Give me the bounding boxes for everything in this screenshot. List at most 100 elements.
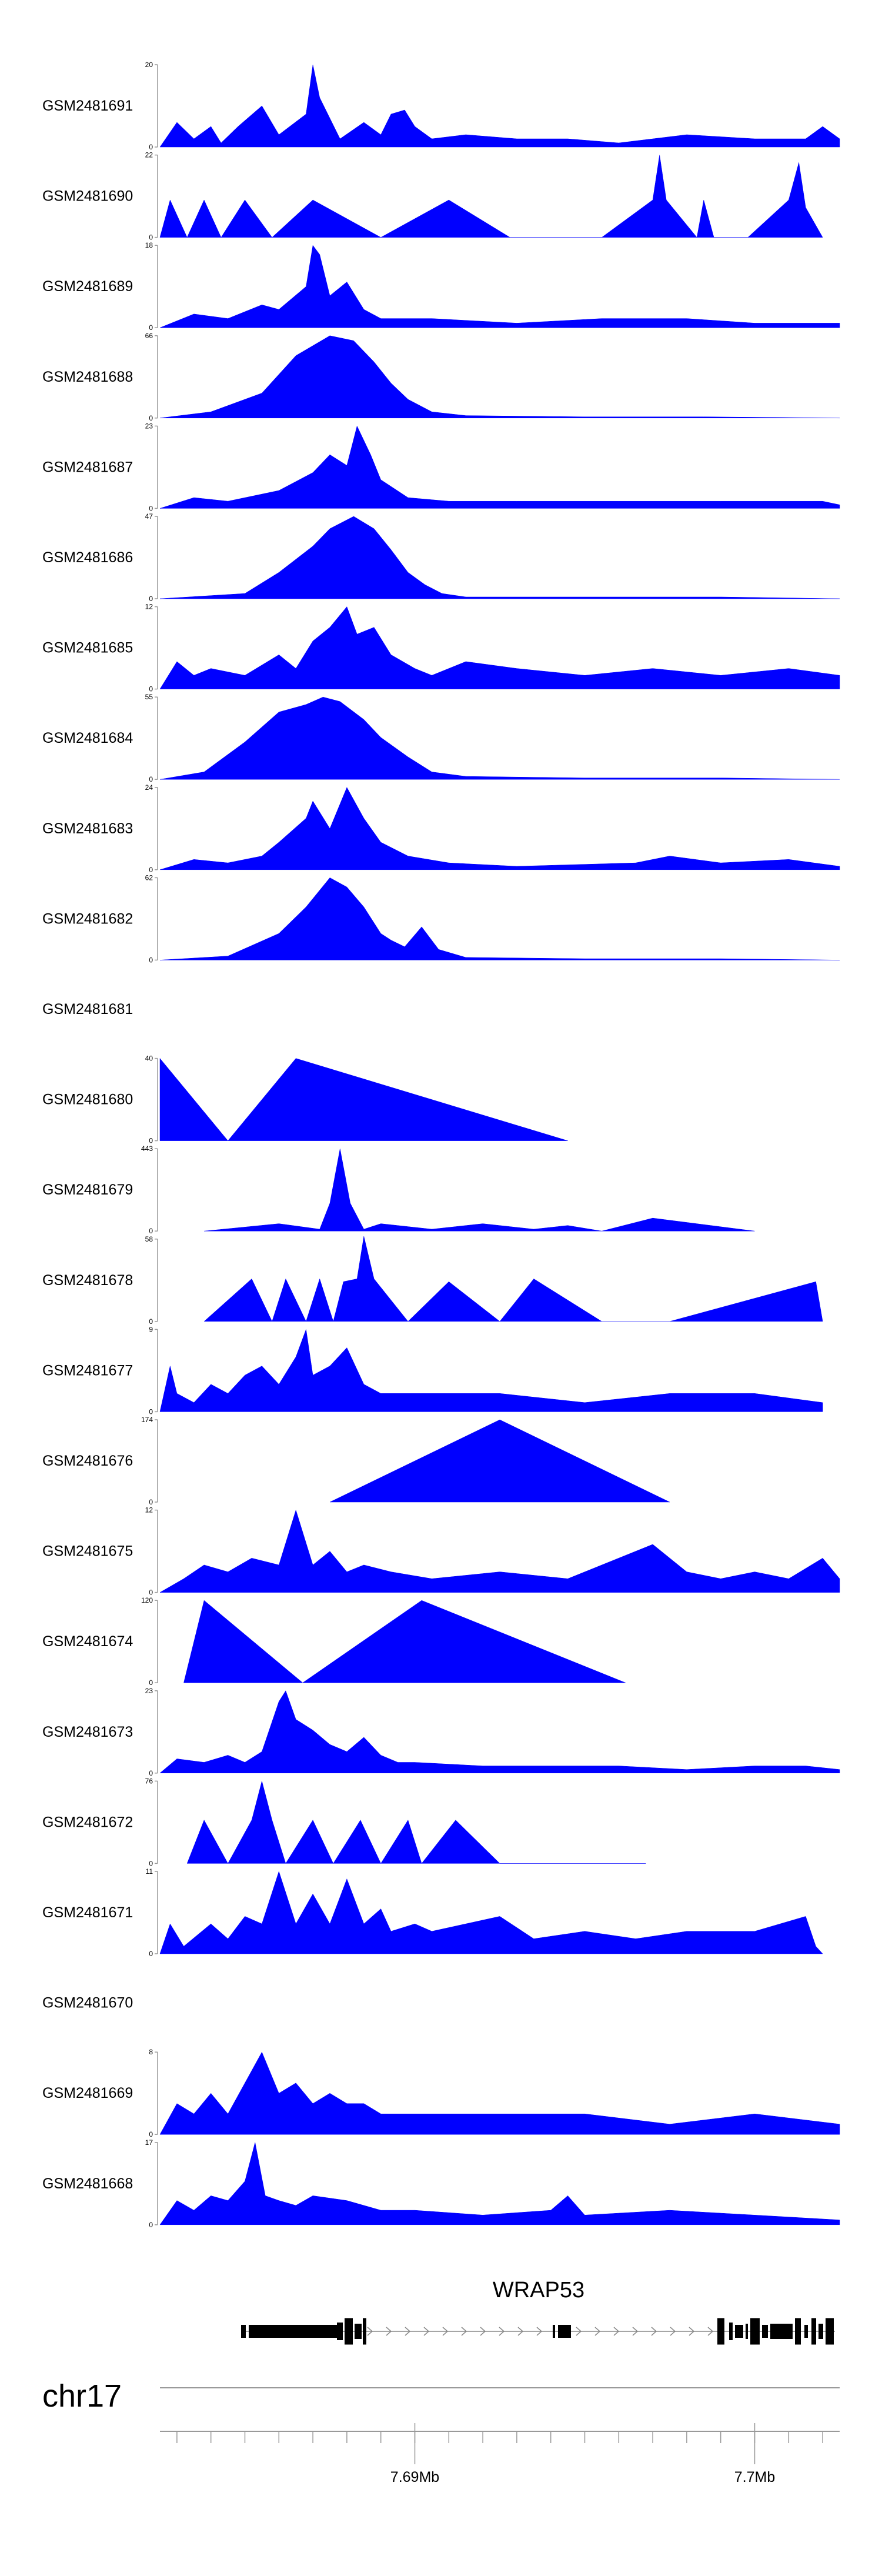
exon xyxy=(811,2318,816,2345)
coverage-area xyxy=(159,64,840,148)
y-zero-label: 0 xyxy=(149,1679,153,1687)
strand-arrow xyxy=(594,2327,601,2336)
track-label: GSM2481680 xyxy=(42,1092,133,1108)
strand-arrow xyxy=(576,2327,582,2336)
y-zero-label: 0 xyxy=(149,143,153,151)
track-label: GSM2481689 xyxy=(42,278,133,295)
exon xyxy=(345,2318,353,2345)
exon xyxy=(355,2324,362,2339)
strand-arrow xyxy=(480,2327,486,2336)
exon xyxy=(804,2325,808,2338)
intron-arrows xyxy=(367,2327,714,2336)
strand-arrow xyxy=(461,2327,467,2336)
track-GSM2481676: GSM2481676 174 0 xyxy=(42,1416,670,1506)
exon xyxy=(558,2325,571,2338)
track-GSM2481685: GSM2481685 12 0 xyxy=(42,603,840,693)
coverage-area xyxy=(159,155,823,238)
y-max-label: 11 xyxy=(146,1867,153,1876)
axis-tick-label: 7.69Mb xyxy=(390,2469,439,2485)
coverage-area xyxy=(159,516,840,599)
y-max-label: 22 xyxy=(145,151,153,159)
y-max-label: 55 xyxy=(145,693,153,701)
track-GSM2481687: GSM2481687 23 0 xyxy=(42,422,840,512)
strand-arrow xyxy=(536,2327,543,2336)
exon xyxy=(363,2318,366,2345)
strand-arrow xyxy=(517,2327,524,2336)
exon xyxy=(750,2318,760,2345)
strand-arrow xyxy=(386,2327,392,2336)
exon xyxy=(818,2324,823,2339)
coverage-area xyxy=(159,425,840,509)
y-max-label: 47 xyxy=(145,512,153,520)
chromosome-label: chr17 xyxy=(42,2378,122,2414)
track-GSM2481675: GSM2481675 12 0 xyxy=(42,1506,840,1597)
exon xyxy=(770,2324,793,2339)
coverage-area xyxy=(159,696,840,780)
y-zero-label: 0 xyxy=(149,1227,153,1235)
coverage-area xyxy=(183,1600,626,1683)
track-label: GSM2481674 xyxy=(42,1633,133,1650)
coverage-area xyxy=(204,1149,755,1232)
coverage-area xyxy=(159,2051,840,2135)
axis-tick-label: 7.7Mb xyxy=(734,2469,775,2485)
track-GSM2481684: GSM2481684 55 0 xyxy=(42,693,840,783)
y-max-label: 12 xyxy=(145,603,153,611)
coverage-area xyxy=(159,1690,840,1774)
y-max-label: 24 xyxy=(145,783,153,792)
track-label: GSM2481686 xyxy=(42,549,133,566)
track-label: GSM2481673 xyxy=(42,1724,133,1740)
coverage-area xyxy=(159,1871,823,1954)
coverage-area xyxy=(159,606,840,689)
track-label: GSM2481670 xyxy=(42,1995,133,2011)
y-max-label: 8 xyxy=(149,2048,153,2056)
y-zero-label: 0 xyxy=(149,504,153,512)
exon xyxy=(241,2325,246,2338)
track-GSM2481670: GSM2481670 xyxy=(42,1995,133,2011)
track-GSM2481688: GSM2481688 66 0 xyxy=(42,332,840,422)
track-GSM2481679: GSM2481679 443 0 xyxy=(42,1144,755,1235)
y-max-label: 62 xyxy=(145,873,153,882)
track-GSM2481671: GSM2481671 11 0 xyxy=(42,1867,823,1958)
chromosome-track: chr17 7.69Mb 7.7Mb xyxy=(42,2378,840,2485)
track-GSM2481683: GSM2481683 24 0 xyxy=(42,783,840,874)
track-label: GSM2481668 xyxy=(42,2175,133,2192)
y-max-label: 18 xyxy=(145,241,153,249)
y-zero-label: 0 xyxy=(149,595,153,603)
track-GSM2481680: GSM2481680 40 0 xyxy=(42,1055,568,1145)
track-GSM2481691: GSM2481691 20 0 xyxy=(42,61,840,151)
exon xyxy=(826,2318,834,2345)
strand-arrow xyxy=(670,2327,676,2336)
coverage-area xyxy=(159,1329,823,1412)
track-label: GSM2481676 xyxy=(42,1453,133,1469)
track-GSM2481668: GSM2481668 17 0 xyxy=(42,2138,840,2229)
track-label: GSM2481687 xyxy=(42,459,133,475)
track-GSM2481672: GSM2481672 76 0 xyxy=(42,1777,646,1867)
track-label: GSM2481675 xyxy=(42,1543,133,1560)
y-zero-label: 0 xyxy=(149,1317,153,1326)
strand-arrow xyxy=(367,2327,373,2336)
track-GSM2481674: GSM2481674 120 0 xyxy=(42,1596,626,1687)
coverage-area xyxy=(159,877,840,960)
y-max-label: 174 xyxy=(141,1416,153,1424)
y-max-label: 76 xyxy=(145,1777,153,1785)
track-GSM2481677: GSM2481677 9 0 xyxy=(42,1325,823,1416)
coverage-area xyxy=(159,245,840,328)
track-label: GSM2481691 xyxy=(42,98,133,114)
track-GSM2481686: GSM2481686 47 0 xyxy=(42,512,840,603)
track-GSM2481681: GSM2481681 xyxy=(42,1001,133,1017)
y-zero-label: 0 xyxy=(149,1950,153,1958)
track-label: GSM2481679 xyxy=(42,1182,133,1198)
y-max-label: 40 xyxy=(145,1055,153,1063)
y-zero-label: 0 xyxy=(149,1137,153,1145)
strand-arrow xyxy=(442,2327,449,2336)
y-max-label: 20 xyxy=(145,61,153,69)
y-max-label: 9 xyxy=(149,1325,153,1333)
y-zero-label: 0 xyxy=(149,2221,153,2229)
y-zero-label: 0 xyxy=(149,1498,153,1506)
coverage-area xyxy=(203,1236,823,1322)
y-zero-label: 0 xyxy=(149,1589,153,1597)
y-zero-label: 0 xyxy=(149,414,153,422)
y-max-label: 443 xyxy=(141,1144,153,1153)
track-GSM2481673: GSM2481673 23 0 xyxy=(42,1687,840,1777)
